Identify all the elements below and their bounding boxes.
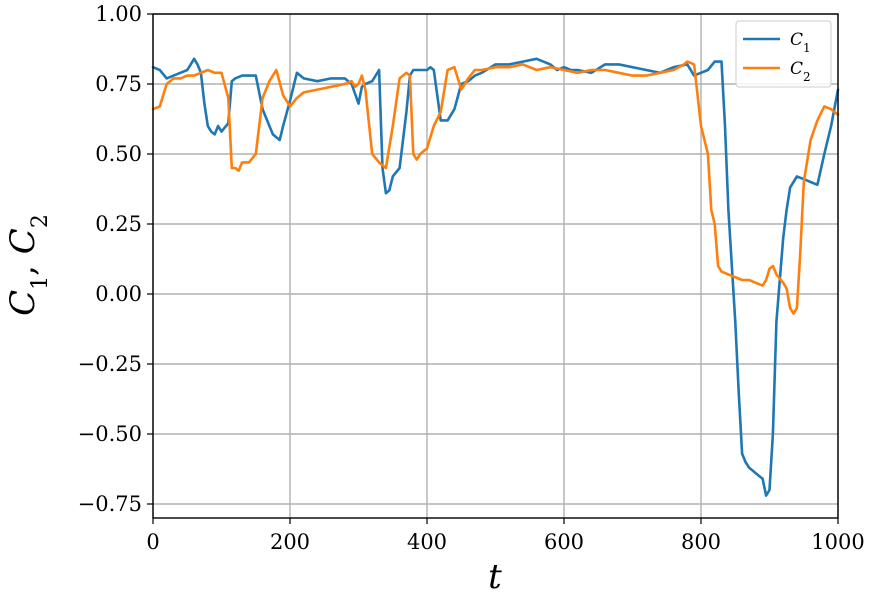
- y-axis-label-c2: C: [3, 228, 43, 254]
- x-tick-label: 400: [407, 530, 447, 554]
- y-tick-label: −0.75: [78, 492, 142, 516]
- y-tick-label: 1.00: [95, 2, 142, 26]
- x-axis-label: t: [488, 557, 502, 595]
- y-axis-label-c1: C: [3, 290, 43, 316]
- x-tick-label: 0: [146, 530, 159, 554]
- plot-frame: [152, 13, 839, 519]
- grid-lines: [152, 13, 839, 518]
- x-tick-label: 600: [544, 530, 584, 554]
- y-tick-label: 0.25: [95, 212, 142, 236]
- legend-box: [735, 20, 832, 88]
- y-tick-label: −0.25: [78, 352, 142, 376]
- y-tick-label: −0.50: [78, 422, 142, 446]
- y-axis-label: C1, C2: [3, 214, 53, 316]
- series-line-c2: [151, 60, 840, 315]
- x-tick-label: 200: [270, 530, 310, 554]
- series-line-c1: [151, 57, 840, 497]
- legend: C1 C2: [735, 20, 832, 88]
- x-tick-label: 1000: [811, 530, 864, 554]
- series-lines: [151, 57, 840, 497]
- x-tick-label: 800: [681, 530, 721, 554]
- y-tick-label: 0.50: [95, 142, 142, 166]
- y-tick-label: 0.75: [95, 72, 142, 96]
- axis-ticks: 0 200 400 600 800 1000 −0.75 −0.50 −0.25 0.00 0.25…: [78, 2, 865, 554]
- y-tick-label: 0.00: [95, 282, 142, 306]
